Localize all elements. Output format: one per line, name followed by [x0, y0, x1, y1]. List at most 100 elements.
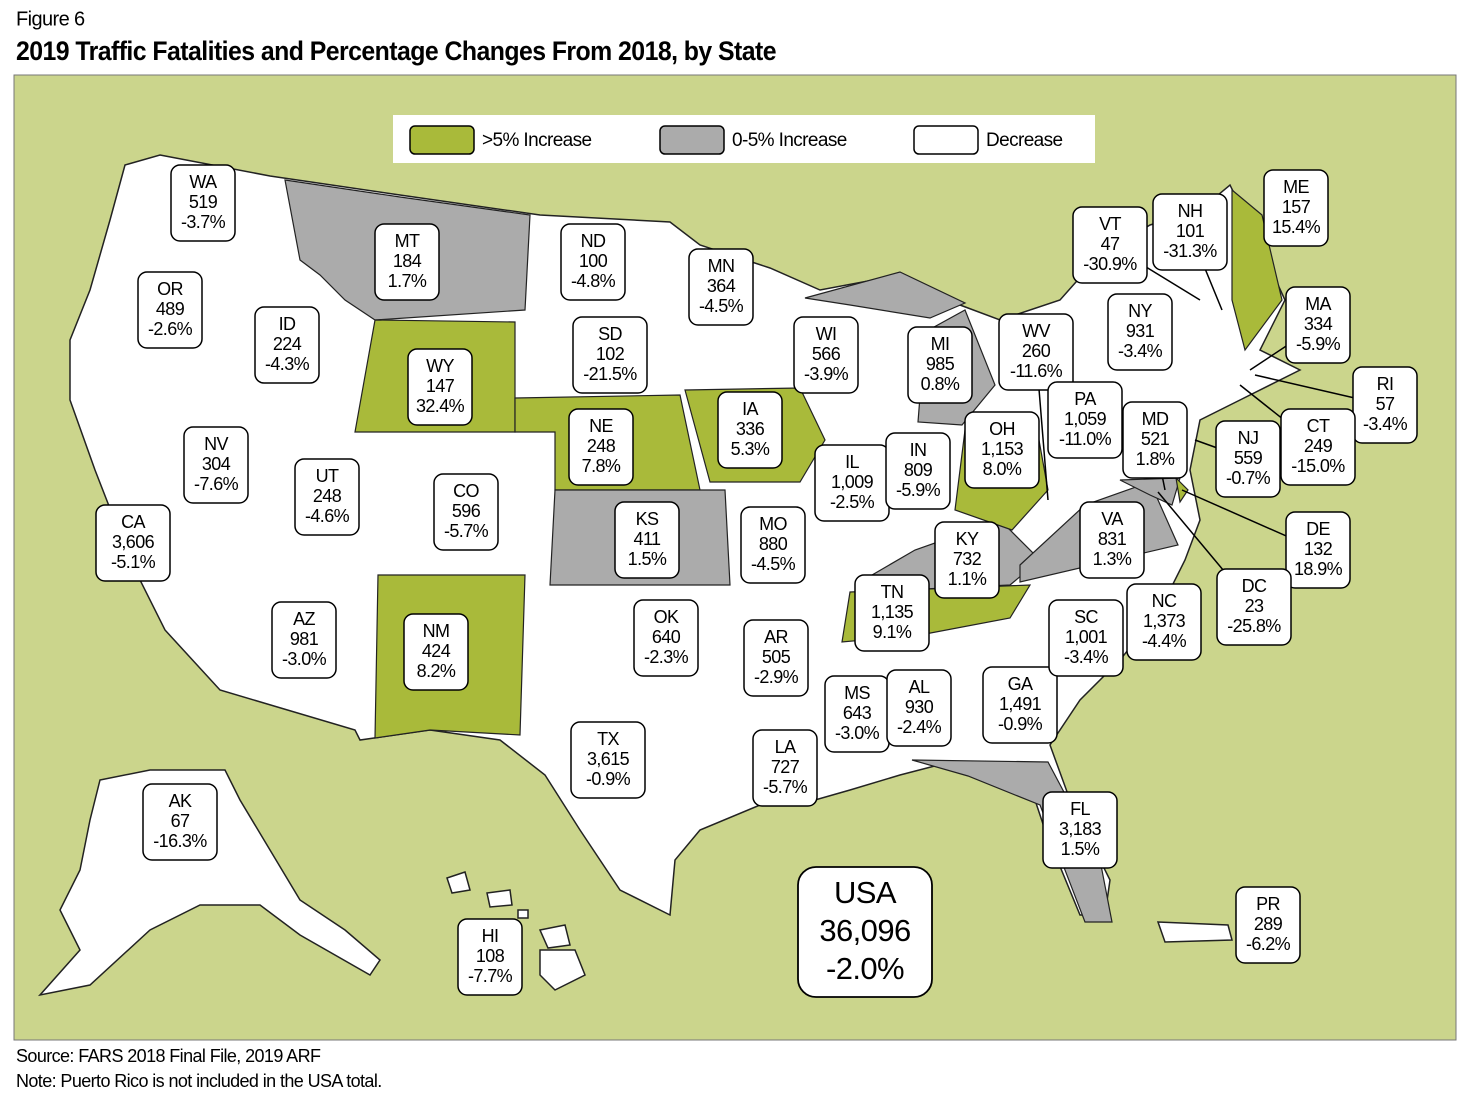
state-change: 0.8%	[921, 374, 960, 394]
state-fatalities: 809	[904, 460, 933, 480]
source-note: Source: FARS 2018 Final File, 2019 ARF	[16, 1046, 321, 1066]
state-fatalities: 334	[1304, 314, 1333, 334]
state-label-box	[1152, 193, 1228, 271]
state-label-box	[170, 164, 236, 242]
state-abbr: PA	[1074, 389, 1096, 409]
state-change: 32.4%	[416, 396, 465, 416]
state-abbr: LA	[775, 737, 796, 757]
state-label-box	[1122, 401, 1188, 479]
state-label-box	[907, 326, 973, 404]
state-label-box	[1107, 293, 1173, 371]
state-label-box	[1126, 583, 1202, 661]
state-fatalities: 1,135	[871, 602, 914, 622]
state-abbr: MN	[708, 256, 735, 276]
state-fatalities: 3,183	[1059, 819, 1102, 839]
state-change: 9.1%	[873, 622, 912, 642]
state-abbr: TX	[597, 729, 619, 749]
state-fatalities: 931	[1126, 321, 1155, 341]
state-label-box	[568, 408, 634, 486]
state-label-box	[885, 432, 951, 510]
state-change: -2.5%	[830, 492, 875, 512]
state-fatalities: 47	[1101, 234, 1120, 254]
state-change: -3.0%	[282, 649, 327, 669]
state-change: 8.2%	[417, 661, 456, 681]
state-abbr: VA	[1101, 509, 1123, 529]
state-label-box	[1042, 791, 1118, 869]
state-fatalities: 108	[476, 946, 505, 966]
state-shape	[1231, 188, 1283, 352]
state-label-box	[433, 473, 499, 551]
state-label-box	[374, 223, 440, 301]
state-abbr: GA	[1008, 674, 1033, 694]
state-label-box	[964, 411, 1040, 489]
state-label-box	[633, 599, 699, 677]
state-fatalities: 304	[202, 454, 231, 474]
state-abbr: AK	[169, 791, 192, 811]
state-abbr: IL	[845, 452, 859, 472]
state-fatalities: 566	[812, 344, 841, 364]
state-change: -4.4%	[1142, 631, 1187, 651]
state-abbr: OH	[989, 419, 1015, 439]
state-fatalities: 596	[452, 501, 481, 521]
state-label-box	[294, 458, 360, 536]
legend-swatch	[409, 125, 475, 155]
state-fatalities: 727	[771, 757, 800, 777]
state-label-box	[407, 348, 473, 426]
state-fatalities: 559	[1234, 448, 1263, 468]
state-change: -2.6%	[148, 319, 193, 339]
state-abbr: KS	[636, 509, 659, 529]
state-abbr: VT	[1099, 214, 1121, 234]
state-change: 1.3%	[1093, 549, 1132, 569]
hi-island	[517, 909, 529, 919]
state-fatalities: 880	[759, 534, 788, 554]
state-fatalities: 157	[1282, 197, 1311, 217]
state-fatalities: 489	[156, 299, 185, 319]
state-label-box	[572, 316, 648, 394]
state-change: 1.5%	[1061, 839, 1100, 859]
state-change: -31.3%	[1163, 241, 1217, 261]
figure-title: 2019 Traffic Fatalities and Percentage C…	[16, 37, 776, 66]
state-abbr: ME	[1283, 177, 1309, 197]
state-abbr: WV	[1022, 321, 1050, 341]
state-change: -4.8%	[571, 271, 616, 291]
state-fatalities: 102	[596, 344, 625, 364]
state-change: -7.6%	[194, 474, 239, 494]
state-label-box	[1235, 886, 1301, 964]
usa-change: -2.0%	[826, 951, 904, 986]
state-label-box	[271, 601, 337, 679]
state-fatalities: 248	[313, 486, 342, 506]
state-abbr: WY	[426, 356, 454, 376]
state-fatalities: 424	[422, 641, 451, 661]
state-change: -2.4%	[897, 717, 942, 737]
state-change: -2.9%	[754, 667, 799, 687]
footnote: Note: Puerto Rico is not included in the…	[16, 1071, 382, 1091]
hi-island	[486, 889, 513, 908]
state-fatalities: 3,606	[112, 532, 155, 552]
usa-label: USA	[834, 875, 897, 910]
state-fatalities: 23	[1245, 596, 1264, 616]
state-change: 8.0%	[983, 459, 1022, 479]
legend-swatch	[913, 125, 979, 155]
state-abbr: SD	[598, 324, 622, 344]
state-abbr: CA	[121, 512, 145, 532]
state-label-box	[142, 783, 218, 861]
legend-label: Decrease	[986, 130, 1063, 151]
state-abbr: NY	[1128, 301, 1152, 321]
state-abbr: FL	[1070, 799, 1090, 819]
state-label-box	[1216, 568, 1292, 646]
state-fatalities: 1,153	[981, 439, 1024, 459]
state-label-box	[403, 613, 469, 691]
state-abbr: AZ	[293, 609, 315, 629]
state-abbr: MS	[844, 683, 870, 703]
state-change: -3.9%	[804, 364, 849, 384]
state-abbr: NE	[589, 416, 613, 436]
state-fatalities: 132	[1304, 539, 1333, 559]
state-fatalities: 260	[1022, 341, 1051, 361]
state-fatalities: 336	[736, 419, 765, 439]
state-change: 1.7%	[388, 271, 427, 291]
state-change: -3.4%	[1118, 341, 1163, 361]
state-label-box	[1285, 511, 1351, 589]
state-abbr: KY	[956, 529, 979, 549]
